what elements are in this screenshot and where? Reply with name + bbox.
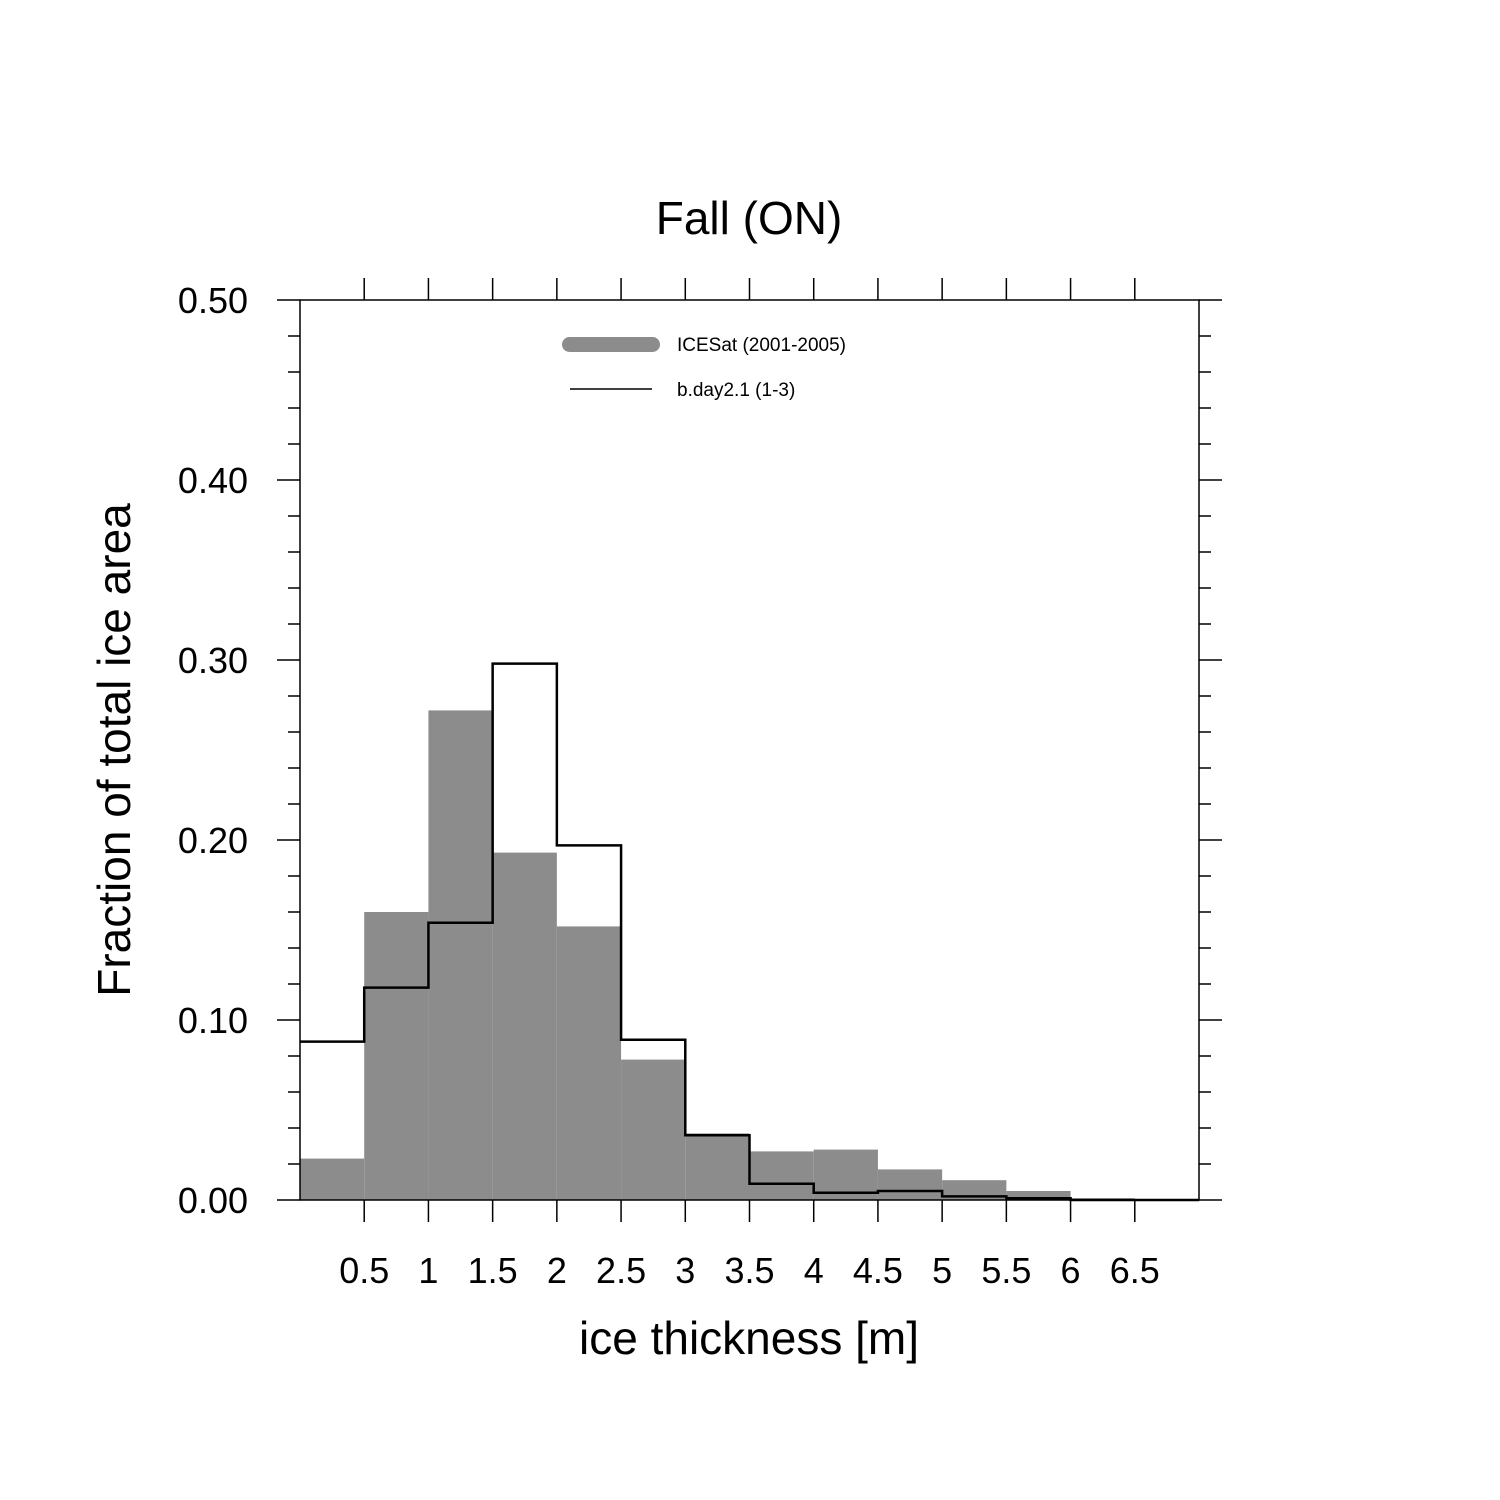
icesat-bar-3 bbox=[492, 852, 557, 1200]
y-tick-label: 0.10 bbox=[178, 1000, 248, 1041]
icesat-bar-1 bbox=[364, 912, 429, 1200]
x-tick-label: 1 bbox=[418, 1250, 438, 1291]
x-tick-label: 5 bbox=[932, 1250, 952, 1291]
icesat-bars bbox=[300, 710, 1135, 1200]
icesat-bar-7 bbox=[749, 1151, 814, 1200]
icesat-bar-6 bbox=[685, 1133, 750, 1200]
x-tick-label: 2 bbox=[547, 1250, 567, 1291]
y-tick-label: 0.40 bbox=[178, 460, 248, 501]
y-tick-label: 0.30 bbox=[178, 640, 248, 681]
y-axis-label: Fraction of total ice area bbox=[88, 503, 140, 997]
x-tick-label: 6 bbox=[1061, 1250, 1081, 1291]
x-tick-label: 5.5 bbox=[981, 1250, 1031, 1291]
x-tick-label: 1.5 bbox=[468, 1250, 518, 1291]
icesat-bar-4 bbox=[556, 926, 622, 1200]
icesat-bar-9 bbox=[877, 1169, 943, 1200]
x-tick-label: 0.5 bbox=[339, 1250, 389, 1291]
legend-label-icesat: ICESat (2001-2005) bbox=[677, 335, 846, 356]
icesat-bar-10 bbox=[942, 1180, 1007, 1200]
x-tick-label: 4.5 bbox=[853, 1250, 903, 1291]
y-tick-label: 0.20 bbox=[178, 820, 248, 861]
legend-label-model: b.day2.1 (1-3) bbox=[677, 380, 795, 401]
y-tick-label: 0.50 bbox=[178, 280, 248, 321]
legend-swatch-icesat bbox=[562, 337, 660, 352]
x-tick-label: 3.5 bbox=[724, 1250, 774, 1291]
x-tick-label: 2.5 bbox=[596, 1250, 646, 1291]
y-tick-label: 0.00 bbox=[178, 1180, 248, 1221]
x-axis-label: ice thickness [m] bbox=[579, 1312, 919, 1364]
icesat-bar-0 bbox=[300, 1158, 365, 1200]
icesat-bar-5 bbox=[621, 1059, 686, 1200]
icesat-bar-2 bbox=[428, 710, 493, 1200]
model-step-path bbox=[300, 662, 1199, 1202]
x-tick-label: 4 bbox=[804, 1250, 824, 1291]
axis-ticks bbox=[277, 278, 1222, 1222]
icesat-bar-11 bbox=[1006, 1191, 1071, 1200]
x-tick-label: 3 bbox=[675, 1250, 695, 1291]
x-tick-label: 6.5 bbox=[1110, 1250, 1160, 1291]
legend: ICESat (2001-2005) b.day2.1 (1-3) bbox=[562, 335, 846, 401]
chart-title: Fall (ON) bbox=[656, 192, 843, 244]
tick-labels: 0.5 1 1.5 2 2.5 3 3.5 4 4.5 5 5.5 6 6.5 0.00 0.10 0.20 0… bbox=[178, 280, 1160, 1291]
model-step-line bbox=[300, 662, 1199, 1202]
